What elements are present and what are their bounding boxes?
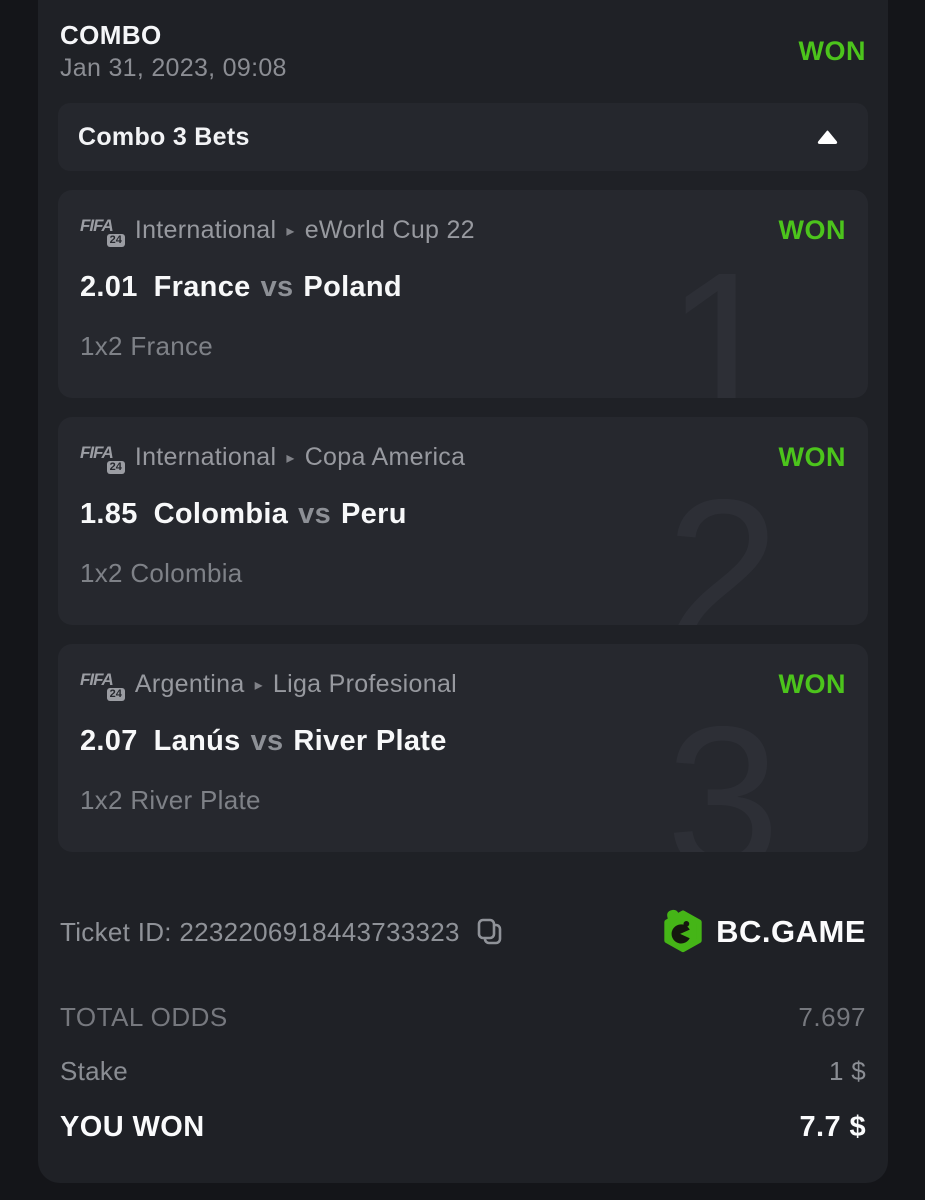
fifa-24-icon: FIFA 24: [80, 441, 125, 474]
bet-pick: 1x2 Colombia: [80, 558, 243, 588]
ticket-id-group: Ticket ID: 2232206918443733323: [60, 915, 506, 949]
bcgame-logo-icon: [660, 908, 706, 956]
bet-index-watermark: 1: [665, 230, 780, 398]
fifa-icon-text: FIFA: [80, 443, 114, 462]
match-row: 2.01 France vs Poland: [80, 271, 846, 304]
slip-status-badge: WON: [798, 36, 866, 66]
total-odds-row: TOTAL ODDS 7.697: [60, 1002, 866, 1033]
fifa-24-icon: FIFA 24: [80, 668, 125, 701]
brand-name: BC.GAME: [716, 914, 866, 949]
bet-card: 1 FIFA 24 International ▸ eWorld Cup 22 …: [58, 190, 868, 398]
bet-card: 2 FIFA 24 International ▸ Copa America W…: [58, 417, 868, 625]
bet-pick: 1x2 France: [80, 331, 214, 361]
copy-icon: [476, 917, 504, 947]
vs-label: vs: [298, 498, 332, 530]
bet-pick: 1x2 River Plate: [80, 785, 261, 815]
league-breadcrumb: Argentina ▸ Liga Profesional: [135, 670, 457, 699]
stake-value: 1 $: [828, 1056, 866, 1086]
bet-index-watermark: 2: [665, 457, 780, 625]
slip-header-left: COMBO Jan 31, 2023, 09:08: [60, 18, 287, 85]
bet-odds: 1.85: [80, 498, 138, 530]
breadcrumb-separator-icon: ▸: [286, 450, 295, 467]
bet-summary: TOTAL ODDS 7.697 Stake 1 $ YOU WON 7.7 $: [58, 1002, 868, 1144]
slip-header: COMBO Jan 31, 2023, 09:08 WON: [58, 16, 868, 85]
bet-status-badge: WON: [778, 214, 846, 245]
you-won-value: 7.7 $: [799, 1111, 866, 1143]
bet-date: Jan 31, 2023, 09:08: [60, 54, 287, 82]
ticket-id: Ticket ID: 2232206918443733323: [60, 916, 460, 947]
bet-status-badge: WON: [778, 668, 846, 699]
copy-ticket-id-button[interactable]: [474, 915, 506, 949]
home-team: France: [153, 271, 251, 303]
bet-status-badge: WON: [778, 441, 846, 472]
vs-label: vs: [250, 725, 284, 757]
away-team: Peru: [341, 498, 407, 530]
total-odds-value: 7.697: [798, 1002, 866, 1032]
total-odds-label: TOTAL ODDS: [60, 1002, 228, 1032]
fifa-icon-text: FIFA: [80, 216, 114, 235]
bet-league-row: FIFA 24 Argentina ▸ Liga Profesional WON: [80, 668, 846, 701]
triangle-up-icon: [817, 130, 838, 144]
stake-label: Stake: [60, 1056, 128, 1086]
league-breadcrumb: International ▸ Copa America: [135, 443, 465, 472]
you-won-label: YOU WON: [60, 1111, 205, 1143]
fifa-24-icon: FIFA 24: [80, 214, 125, 247]
breadcrumb-category: International: [134, 215, 277, 244]
fifa-icon-badge: 24: [106, 234, 125, 247]
breadcrumb-tournament: Liga Profesional: [272, 669, 458, 698]
vs-label: vs: [260, 271, 294, 303]
you-won-row: YOU WON 7.7 $: [60, 1111, 866, 1144]
fifa-icon-badge: 24: [106, 688, 125, 701]
breadcrumb-separator-icon: ▸: [254, 677, 263, 694]
breadcrumb-tournament: eWorld Cup 22: [304, 215, 475, 244]
away-team: Poland: [303, 271, 402, 303]
fifa-icon-text: FIFA: [80, 670, 114, 689]
bet-index-watermark: 3: [665, 684, 780, 852]
ticket-row: Ticket ID: 2232206918443733323: [58, 908, 868, 956]
brand-logo: BC.GAME: [660, 908, 866, 956]
match-row: 1.85 Colombia vs Peru: [80, 498, 846, 531]
home-team: Lanús: [153, 725, 241, 757]
bet-slip-panel: COMBO Jan 31, 2023, 09:08 WON Combo 3 Be…: [38, 0, 888, 1183]
home-team: Colombia: [153, 498, 289, 530]
combo-bar-label: Combo 3 Bets: [78, 122, 250, 151]
fifa-icon-badge: 24: [106, 461, 125, 474]
breadcrumb-tournament: Copa America: [304, 442, 466, 471]
away-team: River Plate: [293, 725, 447, 757]
stake-row: Stake 1 $: [60, 1056, 866, 1087]
match-row: 2.07 Lanús vs River Plate: [80, 725, 846, 758]
bet-odds: 2.01: [80, 271, 138, 303]
bet-league-row: FIFA 24 International ▸ eWorld Cup 22 WO…: [80, 214, 846, 247]
bet-league-row: FIFA 24 International ▸ Copa America WON: [80, 441, 846, 474]
league-breadcrumb: International ▸ eWorld Cup 22: [135, 216, 475, 245]
breadcrumb-separator-icon: ▸: [286, 223, 295, 240]
bet-odds: 2.07: [80, 725, 138, 757]
breadcrumb-category: International: [134, 442, 277, 471]
bet-card: 3 FIFA 24 Argentina ▸ Liga Profesional W…: [58, 644, 868, 852]
combo-collapse-bar[interactable]: Combo 3 Bets: [58, 103, 868, 171]
breadcrumb-category: Argentina: [134, 669, 245, 698]
bet-type-title: COMBO: [60, 20, 162, 50]
